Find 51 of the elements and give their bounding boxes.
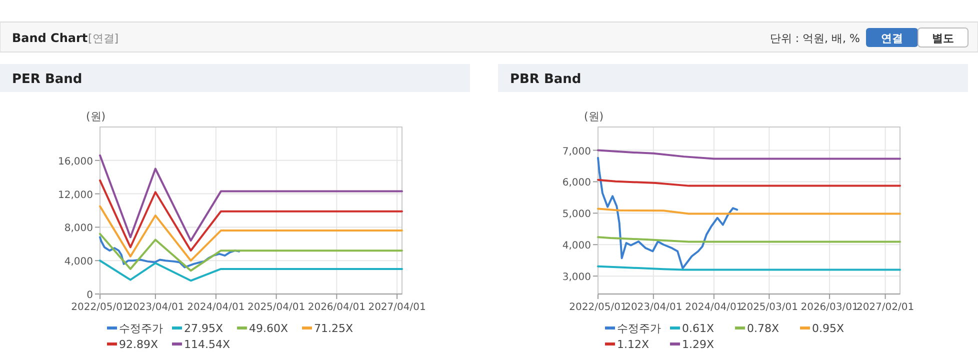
text: Band Chart [12,31,88,45]
y-axis-title: (원) [584,110,604,123]
x-tick-label: 2026/04/01 [308,302,366,313]
legend-label: 114.54X [184,338,230,351]
legend-label: 27.95X [184,322,224,335]
x-tick-label: 2022/05/01 [569,302,627,313]
y-tick-label: 12,000 [58,190,93,201]
line-series [99,232,403,272]
x-tick-label: 2025/04/01 [247,302,306,313]
y-tick-label: 0 [86,290,93,301]
line-series [99,236,240,268]
x-tick-label: 2022/05/01 [71,302,129,313]
legend-label: 0.61X [682,322,714,335]
x-tick-label: 2027/04/01 [368,302,426,313]
x-tick-label: 2023/04/01 [126,302,184,313]
legend-label: 1.29X [682,338,714,351]
chart-title: PBR Band [510,72,582,87]
legend-label: 0.95X [812,322,844,335]
y-tick-label: 6,000 [562,178,591,189]
x-tick-label: 2024/04/01 [685,302,743,313]
x-tick-label: 2027/02/01 [856,302,914,313]
line-series [99,205,403,262]
legend-label: 수정주가 [617,322,661,335]
x-tick-label: 2025/03/01 [740,302,798,313]
y-tick-label: 16,000 [58,156,93,168]
line-series [597,156,738,270]
legend-label: 92.89X [119,338,158,351]
x-tick-label: 2026/03/01 [800,302,858,313]
y-tick-label: 5,000 [562,209,591,220]
y-axis-title: (원) [86,110,106,123]
legend-label: 0.78X [747,322,780,335]
legend-label: 71.25X [314,322,354,335]
y-tick-label: 4,000 [64,256,93,268]
text: 단위 : 억원, 배, % [770,32,860,45]
line-series [99,154,403,242]
line-series [99,179,403,252]
y-tick-label: 4,000 [562,240,591,252]
line-series [99,260,403,282]
legend-label: 1.12X [617,338,650,351]
legend-label: 49.60X [249,322,288,335]
text: 연결 [881,32,903,45]
legend-label: 수정주가 [119,322,163,335]
text: [연결] [88,32,119,45]
x-tick-label: 2024/04/01 [187,302,245,313]
y-tick-label: 8,000 [64,223,93,234]
x-tick-label: 2023/04/01 [624,302,682,313]
y-tick-label: 7,000 [562,146,591,158]
line-series [597,149,901,160]
text: 별도 [932,32,954,45]
chart-title: PER Band [12,72,82,87]
y-tick-label: 3,000 [562,272,591,284]
